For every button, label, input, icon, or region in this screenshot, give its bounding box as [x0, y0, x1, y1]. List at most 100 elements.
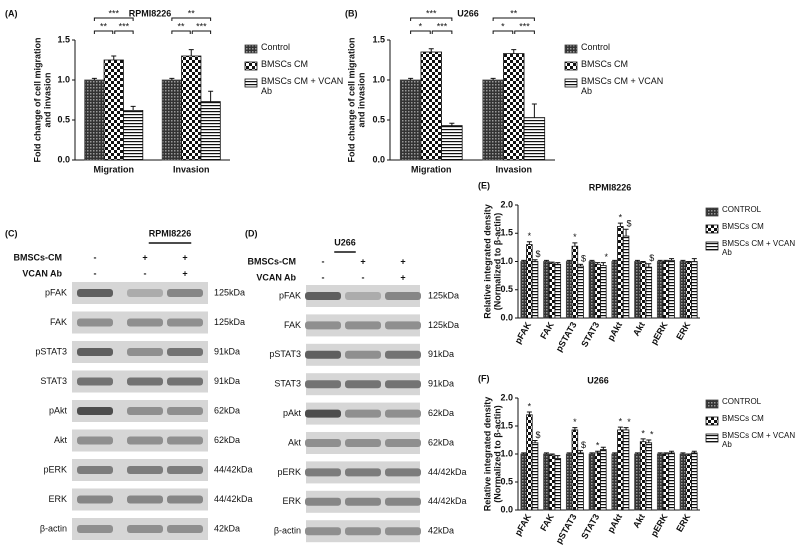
band-name: β-actin: [274, 526, 301, 536]
bar: [617, 429, 624, 511]
blot-title: U266: [334, 237, 356, 247]
blot-band: [127, 525, 163, 533]
bar: [668, 452, 675, 511]
blot-band: [77, 436, 113, 445]
band-size: 44/42kDa: [214, 494, 253, 504]
bar: [662, 453, 670, 511]
error-bar: [600, 446, 606, 450]
y-tick-label: 1.5: [57, 34, 70, 44]
y-axis-label: (Normalized to β-actin): [492, 405, 502, 503]
bar: [577, 265, 584, 319]
x-tick-label: Invasion: [495, 164, 532, 174]
error-bar: [526, 241, 532, 245]
error-bar: [188, 49, 194, 56]
significance-mark: ***: [426, 8, 437, 18]
y-tick-label: 0.5: [500, 476, 513, 486]
significance-mark: ***: [108, 8, 119, 18]
significance-mark: *: [650, 429, 654, 439]
legend-label: Control: [581, 43, 611, 52]
significance-mark: *: [596, 441, 600, 451]
bar: [520, 261, 527, 319]
error-bar: [680, 259, 686, 262]
bar: [531, 442, 539, 511]
bar: [399, 79, 422, 161]
blot-title: RPMI8226: [149, 228, 192, 238]
blot-band: [77, 525, 113, 533]
error-bar: [555, 262, 561, 265]
error-bar: [595, 450, 601, 453]
legend-label-box: CONTROL: [722, 398, 761, 406]
legend-swatch: [705, 241, 719, 251]
legend-label-box: Control: [581, 43, 611, 52]
band-name: FAK: [50, 317, 67, 327]
bar: [420, 51, 442, 161]
band-size: 125kDa: [214, 287, 245, 297]
error-bar: [617, 222, 623, 227]
panel-label: (B): [345, 8, 358, 18]
bar: [634, 453, 641, 511]
significance-mark: $: [581, 440, 586, 450]
condition-label: VCAN Ab: [256, 272, 296, 282]
legend-label: BMSCs CM: [722, 223, 764, 231]
significance-mark: ***: [519, 21, 530, 31]
chart-title: U266: [587, 375, 609, 385]
band-name: STAT3: [40, 376, 67, 386]
error-bar: [663, 452, 669, 454]
band-name: pSTAT3: [35, 346, 67, 356]
legend-label-box: Control: [261, 43, 291, 52]
error-bar: [130, 105, 136, 111]
error-bar: [680, 452, 686, 454]
condition-sign: -: [94, 268, 97, 278]
blot-band: [77, 377, 113, 386]
legend-swatch: [705, 416, 719, 426]
y-axis-label: Fold change of cell migration: [346, 37, 356, 162]
blot-band: [167, 318, 203, 327]
error-bar: [663, 259, 669, 262]
error-bar: [572, 427, 578, 430]
x-tick-label: STAT3: [579, 512, 601, 541]
blot-band: [305, 292, 341, 300]
y-tick-label: 1.5: [500, 420, 513, 430]
x-tick-label: Invasion: [173, 164, 210, 174]
blot-band: [167, 495, 203, 504]
blot-band: [127, 495, 163, 504]
legend-label: BMSCs CM + VCAN Ab: [722, 432, 796, 449]
band-name: Akt: [54, 435, 68, 445]
error-bar: [686, 261, 692, 263]
blot-band: [167, 436, 203, 445]
band-size: 42kDa: [428, 526, 454, 536]
error-bar: [589, 259, 595, 262]
legend-swatch: [244, 61, 258, 71]
blot-band: [127, 348, 163, 356]
blot-band: [305, 350, 341, 359]
y-tick-label: 1.5: [500, 228, 513, 238]
bar: [634, 261, 641, 319]
error-bar: [543, 259, 549, 262]
band-name: pFAK: [279, 290, 301, 300]
significance-mark: **: [188, 8, 196, 18]
significance-mark: $: [536, 249, 541, 259]
significance-mark: *: [605, 252, 609, 262]
band-size: 62kDa: [428, 437, 454, 447]
band-size: 62kDa: [428, 408, 454, 418]
significance-mark: *: [619, 416, 623, 426]
significance-mark: *: [641, 428, 645, 438]
x-tick-label: pERK: [649, 512, 670, 539]
condition-sign: +: [142, 252, 147, 262]
condition-sign: -: [94, 252, 97, 262]
band-name: FAK: [284, 320, 301, 330]
significance-mark: $: [536, 430, 541, 440]
significance-mark: *: [627, 417, 631, 427]
bar: [656, 453, 664, 511]
x-tick-label: STAT3: [579, 320, 601, 349]
legend-label: Control: [261, 43, 291, 52]
significance-mark: *: [528, 231, 532, 241]
bar: [594, 263, 601, 319]
error-bar: [408, 77, 414, 80]
band-size: 125kDa: [428, 290, 459, 300]
blot-band: [385, 497, 421, 506]
error-bar: [532, 440, 538, 443]
significance-bracket: [410, 30, 431, 34]
error-bar: [691, 258, 697, 262]
blot-band: [77, 289, 113, 297]
